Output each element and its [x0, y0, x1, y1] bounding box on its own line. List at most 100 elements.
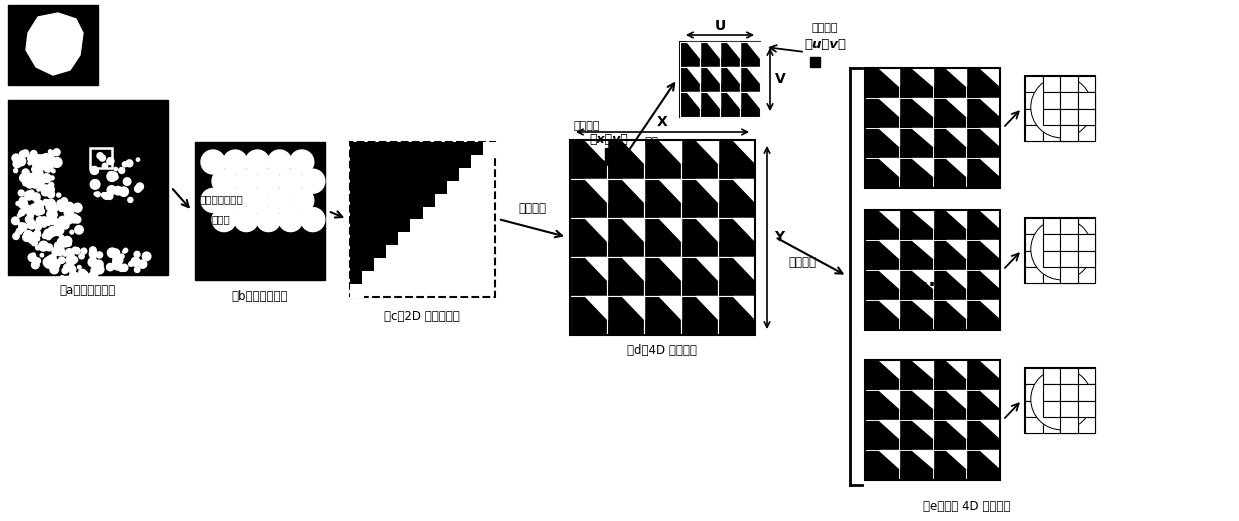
- Bar: [90, 148, 112, 168]
- Polygon shape: [912, 68, 933, 86]
- Bar: [681, 218, 717, 257]
- Circle shape: [69, 214, 78, 223]
- Circle shape: [290, 189, 313, 213]
- Circle shape: [46, 185, 55, 194]
- Circle shape: [46, 204, 53, 210]
- Bar: [349, 168, 471, 181]
- Circle shape: [89, 250, 98, 258]
- Circle shape: [94, 192, 97, 195]
- Text: 微透镜中心标定: 微透镜中心标定: [199, 194, 243, 204]
- Bar: [1078, 384, 1095, 401]
- Circle shape: [124, 178, 131, 185]
- Polygon shape: [585, 179, 607, 202]
- Bar: [1061, 108, 1078, 125]
- Polygon shape: [732, 257, 755, 280]
- Circle shape: [46, 256, 55, 264]
- Bar: [1042, 92, 1061, 108]
- Circle shape: [45, 164, 52, 172]
- Circle shape: [20, 151, 26, 157]
- Circle shape: [48, 150, 52, 154]
- Circle shape: [45, 260, 53, 268]
- Polygon shape: [947, 158, 966, 176]
- Text: ···: ···: [921, 276, 943, 294]
- Bar: [717, 218, 755, 257]
- Circle shape: [41, 185, 50, 194]
- Text: 角度坐标: 角度坐标: [812, 23, 839, 33]
- Circle shape: [32, 162, 40, 168]
- Bar: [966, 240, 1000, 270]
- Bar: [720, 42, 740, 67]
- Bar: [1042, 234, 1061, 251]
- Bar: [1025, 401, 1042, 417]
- Polygon shape: [585, 140, 607, 164]
- Circle shape: [46, 234, 51, 240]
- Bar: [865, 420, 898, 450]
- Polygon shape: [878, 210, 898, 228]
- Circle shape: [63, 237, 72, 245]
- Polygon shape: [980, 360, 1000, 378]
- Circle shape: [36, 245, 40, 250]
- Polygon shape: [686, 92, 700, 108]
- Bar: [374, 258, 388, 272]
- Bar: [1042, 267, 1061, 283]
- Circle shape: [51, 259, 59, 269]
- Circle shape: [63, 253, 67, 256]
- Circle shape: [84, 274, 89, 279]
- Bar: [1061, 267, 1078, 283]
- Circle shape: [234, 169, 258, 193]
- Bar: [570, 257, 607, 296]
- Bar: [865, 158, 898, 188]
- Circle shape: [74, 206, 78, 209]
- Bar: [1025, 76, 1042, 92]
- Bar: [933, 300, 966, 330]
- Circle shape: [30, 174, 36, 180]
- Circle shape: [47, 221, 51, 226]
- Circle shape: [103, 163, 108, 168]
- Circle shape: [134, 267, 140, 272]
- Circle shape: [47, 216, 55, 224]
- Circle shape: [51, 211, 57, 218]
- Polygon shape: [980, 300, 1000, 318]
- Circle shape: [107, 193, 113, 200]
- Bar: [1061, 251, 1078, 267]
- Circle shape: [20, 159, 24, 162]
- Circle shape: [95, 282, 102, 287]
- Polygon shape: [686, 67, 700, 83]
- Circle shape: [134, 251, 140, 257]
- Polygon shape: [747, 92, 760, 108]
- Bar: [1061, 267, 1078, 283]
- Polygon shape: [912, 300, 933, 318]
- Bar: [898, 210, 933, 240]
- Circle shape: [124, 249, 128, 253]
- Circle shape: [119, 187, 129, 196]
- Circle shape: [17, 214, 21, 217]
- Text: （b）局部放大图: （b）局部放大图: [232, 290, 289, 303]
- Bar: [1025, 368, 1042, 384]
- Polygon shape: [947, 450, 966, 468]
- Bar: [1061, 417, 1078, 433]
- Bar: [1025, 76, 1095, 141]
- Circle shape: [123, 267, 126, 270]
- Polygon shape: [732, 218, 755, 241]
- Bar: [1042, 108, 1061, 125]
- Polygon shape: [912, 450, 933, 468]
- Bar: [966, 98, 1000, 128]
- Bar: [865, 68, 1000, 188]
- Polygon shape: [585, 296, 607, 319]
- Circle shape: [61, 201, 64, 204]
- Circle shape: [1031, 77, 1092, 138]
- Circle shape: [20, 173, 28, 182]
- Bar: [570, 296, 607, 335]
- Bar: [966, 450, 1000, 480]
- Circle shape: [35, 224, 41, 230]
- Circle shape: [50, 259, 56, 266]
- Bar: [1061, 234, 1078, 251]
- Circle shape: [47, 191, 55, 198]
- Text: 坐标映射: 坐标映射: [518, 203, 546, 216]
- Circle shape: [22, 169, 30, 176]
- Circle shape: [48, 226, 58, 236]
- Circle shape: [72, 247, 77, 252]
- Bar: [717, 296, 755, 335]
- Circle shape: [129, 262, 133, 266]
- Polygon shape: [747, 42, 760, 58]
